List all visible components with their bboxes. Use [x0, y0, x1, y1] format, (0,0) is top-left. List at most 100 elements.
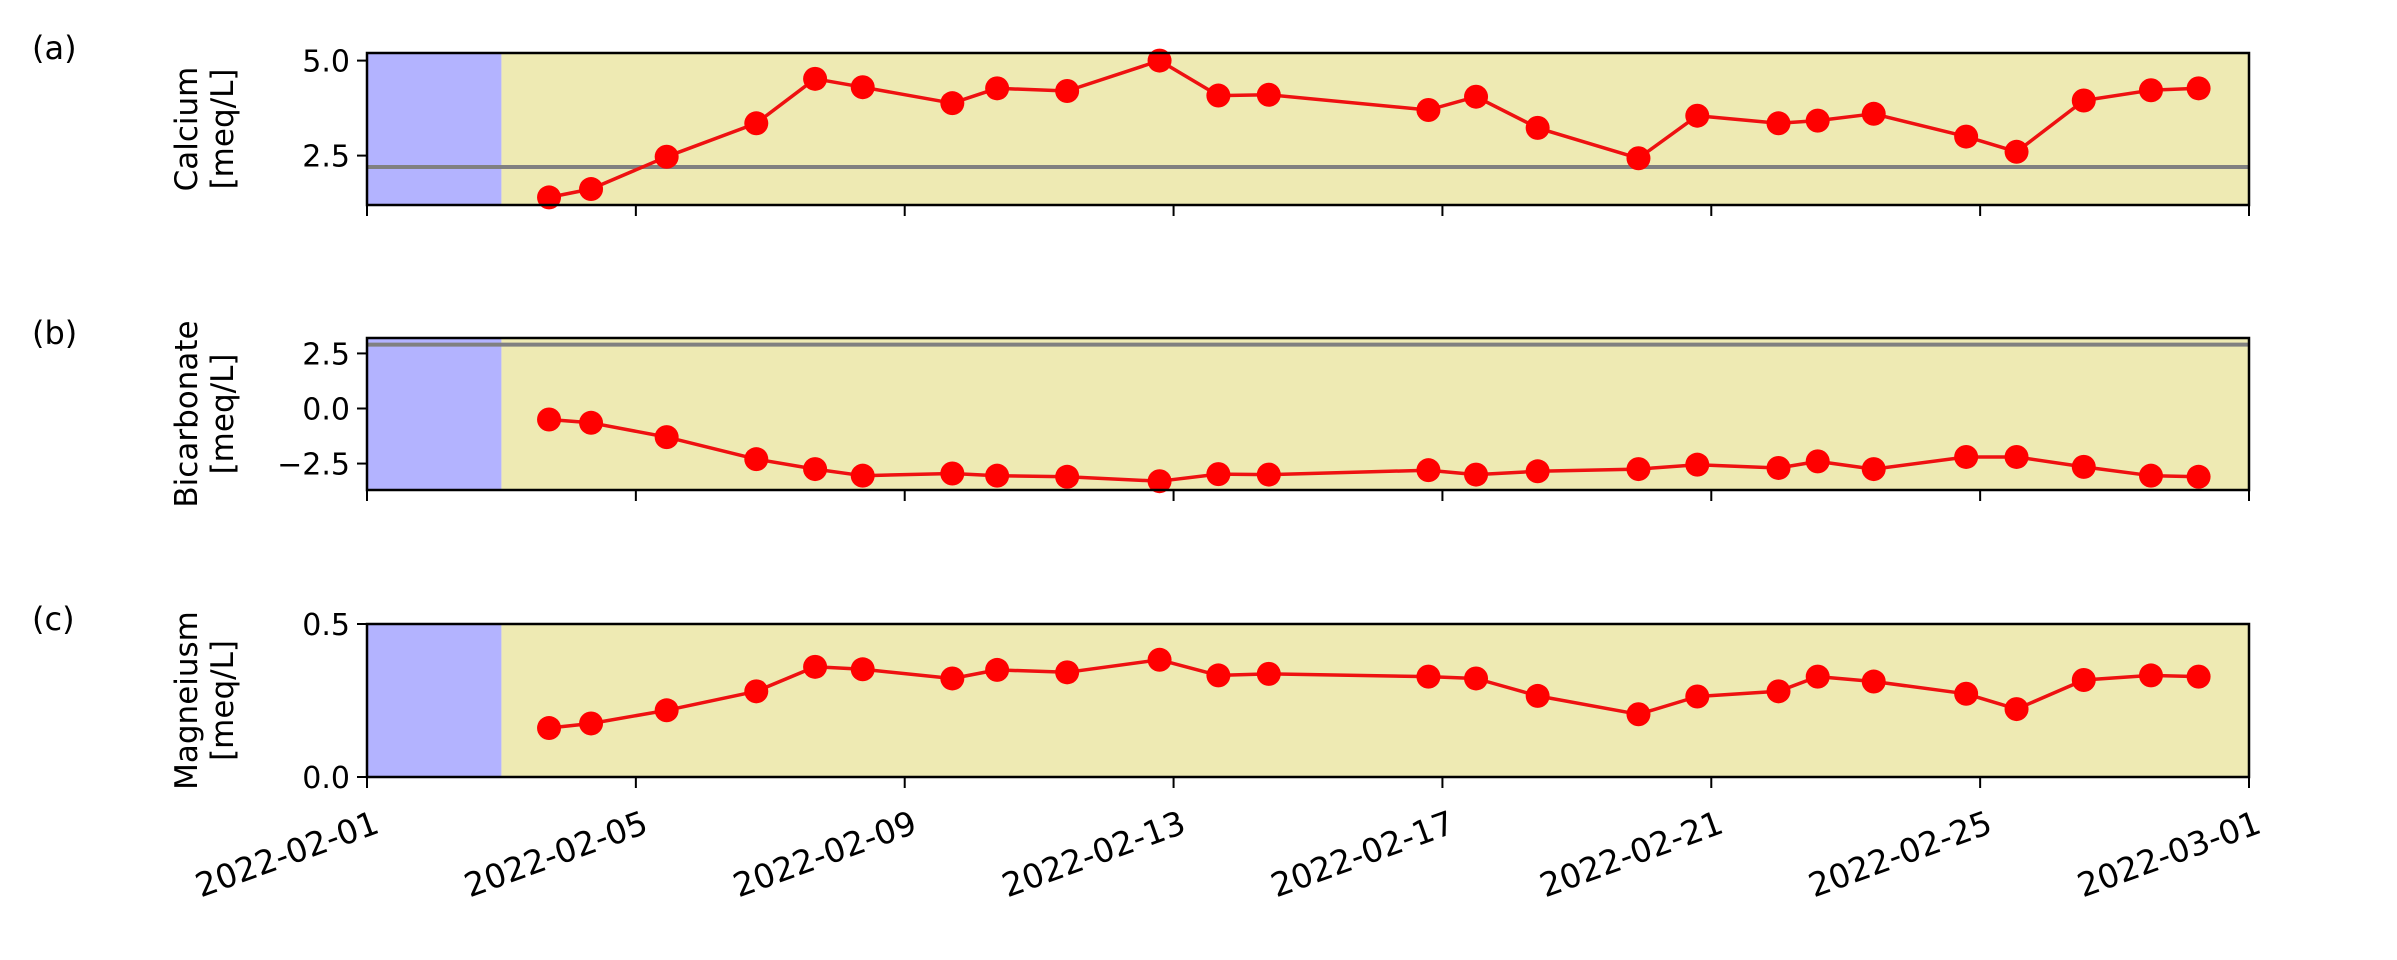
y-axis-label: Magneiusm[meq/L] — [169, 611, 241, 790]
data-point — [1626, 146, 1651, 171]
data-point — [537, 185, 562, 210]
data-point — [940, 461, 965, 486]
data-point — [1805, 108, 1830, 133]
data-point — [2004, 697, 2029, 722]
panel-label: (a) — [32, 29, 77, 67]
y-axis-label-line: [meq/L] — [205, 69, 241, 190]
x-tick-label: 2022-02-17 — [1266, 803, 1460, 905]
y-tick-label: 0.0 — [302, 761, 350, 796]
data-point — [940, 666, 965, 691]
data-point — [2004, 444, 2029, 469]
data-point — [2071, 667, 2096, 692]
data-point — [1147, 48, 1172, 73]
data-point — [1525, 115, 1550, 140]
y-axis-label-line: Bicarbonate — [169, 320, 205, 507]
data-point — [803, 654, 828, 679]
y-axis-label-line: Calcium — [169, 67, 205, 192]
shaded-span-1 — [367, 624, 502, 777]
data-point — [803, 66, 828, 91]
data-point — [744, 679, 769, 704]
data-point — [1685, 103, 1710, 128]
y-tick-label: 0.0 — [302, 392, 350, 427]
data-point — [1626, 457, 1651, 482]
data-point — [1055, 464, 1080, 489]
y-axis-label: Calcium[meq/L] — [169, 67, 241, 192]
x-tick-label: 2022-03-01 — [2072, 803, 2266, 905]
data-point — [1206, 663, 1231, 688]
data-point — [1766, 111, 1791, 136]
data-point — [1416, 98, 1441, 122]
data-point — [2186, 76, 2211, 101]
data-point — [579, 177, 604, 202]
panel-label: (c) — [32, 600, 75, 638]
data-point — [1861, 101, 1886, 126]
data-point — [1861, 457, 1886, 482]
data-point — [1055, 660, 1080, 685]
data-point — [1626, 702, 1651, 727]
data-point — [850, 75, 875, 100]
y-axis-label-line: [meq/L] — [205, 640, 241, 761]
data-point — [579, 711, 604, 736]
data-point — [1256, 82, 1281, 107]
data-point — [2186, 664, 2211, 689]
data-point — [1256, 661, 1281, 686]
shaded-span-1 — [367, 338, 502, 490]
data-point — [1256, 462, 1281, 487]
data-point — [850, 657, 875, 682]
data-point — [1206, 462, 1231, 487]
data-point — [1805, 449, 1830, 474]
data-point — [1685, 684, 1710, 709]
data-point — [985, 657, 1010, 682]
data-point — [1766, 679, 1791, 704]
data-point — [985, 76, 1010, 101]
data-point — [1416, 458, 1441, 483]
data-point — [1206, 83, 1231, 108]
data-point — [2004, 139, 2029, 164]
data-point — [744, 447, 769, 472]
y-axis-label: Bicarbonate[meq/L] — [169, 320, 241, 507]
data-point — [2071, 454, 2096, 479]
data-point — [1954, 124, 1979, 149]
data-point — [1954, 444, 1979, 469]
data-point — [2138, 663, 2163, 688]
data-point — [1685, 452, 1710, 477]
data-point — [1464, 84, 1489, 109]
data-point — [1954, 681, 1979, 706]
plot-frame — [365, 51, 2251, 207]
data-point — [654, 698, 679, 723]
data-point — [2138, 78, 2163, 103]
x-tick-label: 2022-02-09 — [728, 803, 922, 905]
data-point — [537, 716, 562, 741]
x-tick-label: 2022-02-13 — [997, 803, 1191, 905]
data-point — [1766, 455, 1791, 480]
shaded-span-1 — [367, 53, 502, 205]
data-point — [940, 91, 965, 116]
panel-3: 0.0 0.5 Magneiusm[meq/L] (c) — [32, 600, 2251, 796]
data-point — [654, 144, 679, 169]
data-point — [1805, 664, 1830, 689]
data-point — [1055, 79, 1080, 103]
y-tick-label: 0.5 — [302, 608, 350, 643]
y-tick-label: 5.0 — [302, 45, 350, 80]
y-axis-label-line: Magneiusm — [169, 611, 205, 790]
data-point — [654, 425, 679, 450]
data-point — [1147, 469, 1172, 494]
data-point — [1416, 664, 1441, 689]
data-point — [1861, 669, 1886, 694]
data-point — [537, 407, 562, 432]
panel-2: −2.5 0.0 2.5 Bicarbonate[meq/L] (b) — [32, 314, 2251, 508]
data-point — [1525, 683, 1550, 708]
data-point — [1464, 666, 1489, 691]
x-tick-label: 2022-02-05 — [459, 803, 653, 905]
data-point — [803, 457, 828, 482]
data-point — [985, 463, 1010, 488]
y-axis-label-line: [meq/L] — [205, 354, 241, 475]
data-point — [850, 463, 875, 488]
y-tick-label: 2.5 — [302, 337, 350, 372]
data-point — [2186, 464, 2211, 489]
y-tick-label: 2.5 — [302, 140, 350, 175]
data-point — [579, 410, 604, 435]
data-point — [1464, 462, 1489, 487]
